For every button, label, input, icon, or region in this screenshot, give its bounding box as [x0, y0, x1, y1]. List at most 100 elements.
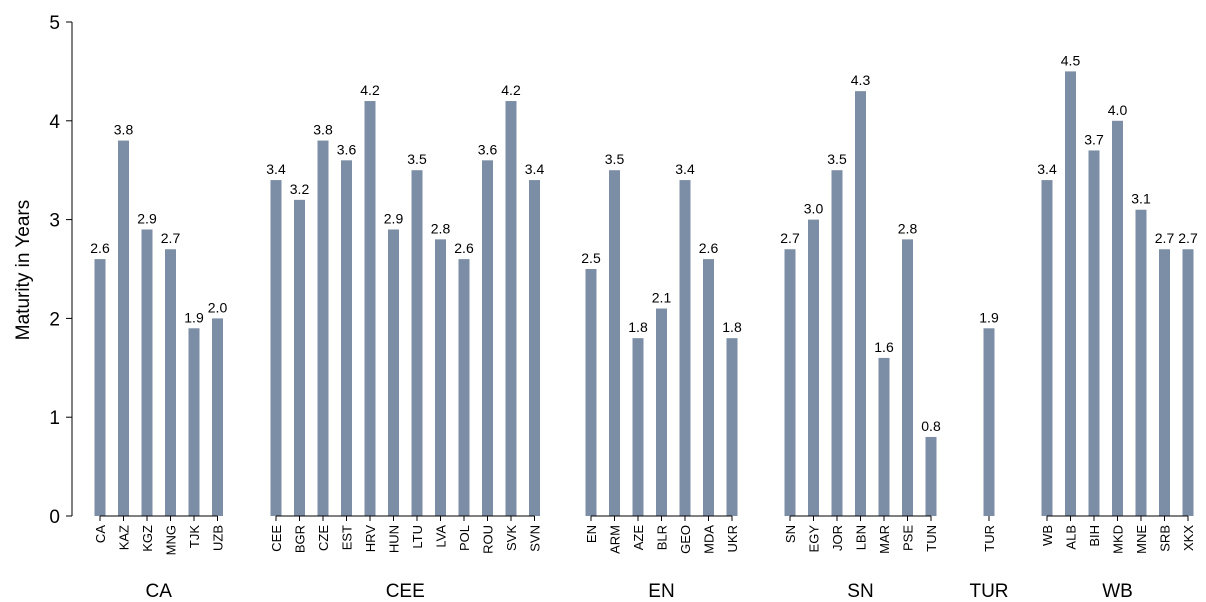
bar-rou	[482, 160, 493, 516]
bar-tun	[925, 436, 937, 516]
category-label-mkd: MKD	[1111, 525, 1126, 554]
bar-tur	[983, 328, 995, 516]
data-label-ukr: 1.8	[722, 319, 742, 335]
data-label-tun: 0.8	[921, 418, 941, 434]
category-label-mng: MNG	[164, 525, 179, 555]
data-label-rou: 3.6	[478, 141, 498, 157]
data-label-svn: 3.4	[525, 161, 545, 177]
bar-en	[585, 269, 597, 516]
bar-cze	[317, 140, 329, 516]
category-label-jor: JOR	[830, 525, 845, 551]
y-tick-label: 5	[49, 13, 60, 34]
category-label-kgz: KGZ	[140, 525, 155, 552]
bar-lbn	[855, 91, 866, 516]
category-label-rou: ROU	[481, 525, 496, 554]
group-label-cee: CEE	[386, 581, 425, 602]
data-label-kaz: 3.8	[114, 122, 134, 138]
bar-mng	[165, 249, 176, 517]
data-label-mar: 1.6	[874, 339, 894, 355]
bar-mar	[878, 357, 890, 516]
data-label-arm: 3.5	[605, 151, 625, 167]
category-label-mne: MNE	[1134, 525, 1149, 554]
group-label-en: EN	[648, 581, 674, 602]
bar-jor	[831, 170, 843, 516]
data-label-hun: 2.9	[384, 210, 404, 226]
data-label-egy: 3.0	[804, 201, 824, 217]
y-tick-label: 3	[49, 211, 60, 232]
category-label-ukr: UKR	[725, 525, 740, 552]
category-label-sn: SN	[783, 525, 798, 543]
bar-bgr	[294, 199, 305, 516]
category-label-bih: BIH	[1087, 525, 1102, 547]
bar-mkd	[1112, 120, 1123, 517]
category-label-mda: MDA	[702, 525, 717, 554]
category-label-kaz: KAZ	[117, 525, 132, 550]
category-label-tjk: TJK	[187, 525, 202, 548]
data-label-bih: 3.7	[1084, 131, 1104, 147]
data-label-sn: 2.7	[780, 230, 800, 246]
bar-mne	[1135, 209, 1147, 516]
category-label-arm: ARM	[608, 525, 623, 554]
bar-ukr	[726, 338, 738, 516]
group-label-sn: SN	[847, 581, 873, 602]
data-label-pse: 2.8	[898, 220, 918, 236]
bar-kaz	[118, 140, 129, 516]
data-label-jor: 3.5	[827, 151, 847, 167]
data-label-cee: 3.4	[266, 161, 286, 177]
data-label-svk: 4.2	[501, 82, 521, 98]
bar-aze	[632, 338, 644, 516]
data-label-est: 3.6	[337, 141, 357, 157]
bar-blr	[656, 308, 667, 516]
y-tick-label: 1	[49, 408, 60, 429]
data-label-kgz: 2.9	[137, 210, 157, 226]
category-label-svk: SVK	[504, 525, 519, 551]
y-axis: 0 1 2 3 4 5	[49, 13, 73, 528]
category-label-srb: SRB	[1158, 525, 1173, 552]
category-label-tun: TUN	[924, 525, 939, 552]
data-label-tjk: 1.9	[184, 309, 204, 325]
data-label-mkd: 4.0	[1108, 102, 1128, 118]
data-label-mne: 3.1	[1131, 191, 1151, 207]
data-label-en: 2.5	[581, 250, 601, 266]
category-label-lbn: LBN	[854, 525, 869, 550]
category-label-hun: HUN	[387, 525, 402, 553]
bar-geo	[679, 180, 691, 516]
category-labels: CA KAZ KGZ MNG TJK UZB CEE BGR CZE EST HRV HUN LTU LV…	[93, 515, 1196, 555]
category-label-svn: SVN	[528, 525, 543, 552]
category-label-lva: LVA	[434, 525, 449, 548]
data-label-bgr: 3.2	[290, 181, 310, 197]
data-label-aze: 1.8	[628, 319, 648, 335]
y-tick-label: 0	[49, 507, 60, 528]
y-axis-title: Maturity in Years	[13, 200, 34, 340]
data-label-uzb: 2.0	[208, 299, 228, 315]
data-label-mng: 2.7	[161, 230, 181, 246]
bar-tjk	[188, 328, 200, 516]
data-labels: 2.63.82.92.71.92.03.43.23.83.64.22.93.52…	[90, 52, 1198, 434]
bar-svk	[505, 101, 517, 516]
bar-xkx	[1182, 249, 1194, 517]
data-label-hrv: 4.2	[360, 82, 380, 98]
category-label-en: EN	[584, 525, 599, 543]
bar-sn	[784, 249, 796, 517]
group-label-ca: CA	[146, 581, 173, 602]
bar-mda	[703, 259, 714, 516]
bar-cee	[270, 180, 282, 516]
bar-ca	[94, 259, 106, 516]
y-tick-label: 4	[49, 112, 60, 133]
category-label-mar: MAR	[877, 525, 892, 554]
category-label-tur: TUR	[982, 525, 997, 552]
data-label-srb: 2.7	[1155, 230, 1175, 246]
bar-pse	[902, 239, 913, 517]
data-label-tur: 1.9	[979, 309, 999, 325]
category-label-pol: POL	[457, 525, 472, 551]
bar-lva	[435, 239, 446, 517]
data-label-mda: 2.6	[699, 240, 719, 256]
bar-uzb	[212, 318, 223, 516]
category-label-geo: GEO	[678, 525, 693, 554]
category-label-aze: AZE	[631, 525, 646, 551]
bar-est	[341, 160, 352, 516]
category-label-egy: EGY	[807, 525, 822, 553]
category-label-hrv: HRV	[363, 525, 378, 553]
group-labels: CA CEE EN SN TUR WB	[146, 581, 1133, 602]
data-label-blr: 2.1	[652, 290, 672, 306]
